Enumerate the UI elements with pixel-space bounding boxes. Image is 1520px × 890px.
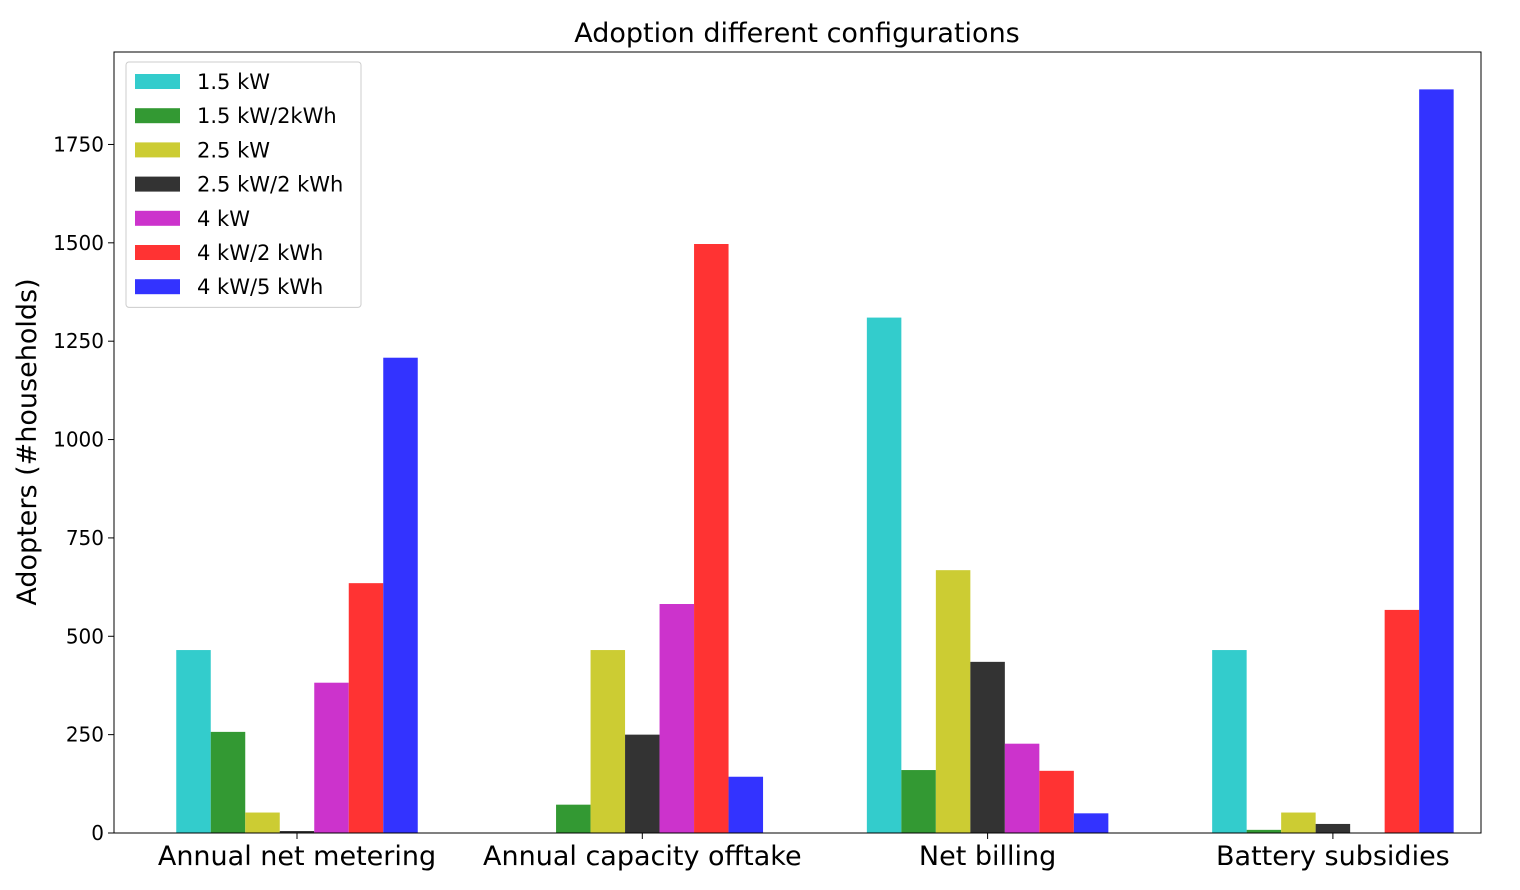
x-tick-label: Net billing bbox=[919, 841, 1056, 872]
bar bbox=[348, 583, 384, 833]
legend-label: 1.5 kW/2kWh bbox=[197, 104, 337, 128]
y-tick-label: 750 bbox=[66, 526, 104, 550]
bar bbox=[659, 604, 695, 833]
legend-swatch bbox=[135, 245, 180, 260]
bar bbox=[694, 244, 729, 833]
bar bbox=[556, 804, 591, 833]
bar bbox=[625, 734, 660, 833]
bar bbox=[279, 831, 315, 833]
legend-swatch bbox=[135, 279, 180, 295]
legend-label: 4 kW/5 kWh bbox=[197, 275, 323, 299]
bar bbox=[1246, 829, 1282, 833]
y-axis: 0 250 500 750 1000 1250 1500 1750 bbox=[53, 132, 114, 845]
legend-swatch bbox=[135, 210, 180, 226]
x-tick-label: Battery subsidies bbox=[1216, 841, 1450, 872]
legend-swatch bbox=[135, 176, 180, 192]
bar bbox=[935, 570, 971, 833]
bar bbox=[1039, 770, 1074, 833]
bar bbox=[866, 317, 902, 834]
x-axis: Annual net metering Annual capacity offta… bbox=[158, 833, 1450, 872]
legend-swatch bbox=[135, 142, 180, 158]
bar bbox=[1004, 743, 1040, 833]
x-tick-label: Annual net metering bbox=[158, 841, 436, 872]
legend-label: 4 kW/2 kWh bbox=[197, 241, 323, 265]
bar bbox=[901, 770, 936, 833]
bar bbox=[1419, 89, 1454, 833]
legend-swatch bbox=[135, 108, 180, 124]
bar bbox=[1281, 812, 1316, 833]
bar bbox=[176, 650, 211, 833]
legend: 1.5 kW 1.5 kW/2kWh 2.5 kW 2.5 kW/2 kWh 4 kW 4… bbox=[125, 61, 362, 308]
y-tick-label: 0 bbox=[91, 821, 104, 845]
legend-swatch bbox=[135, 74, 180, 89]
x-tick-label: Annual capacity offtake bbox=[483, 841, 802, 872]
bar bbox=[1315, 823, 1351, 833]
bar bbox=[590, 650, 626, 833]
legend-label: 2.5 kW/2 kWh bbox=[197, 173, 343, 197]
y-tick-label: 1250 bbox=[53, 329, 104, 353]
bars-layer bbox=[176, 89, 1454, 834]
legend-label: 2.5 kW bbox=[197, 138, 270, 162]
y-tick-label: 500 bbox=[66, 624, 104, 648]
bar bbox=[210, 731, 246, 833]
y-tick-label: 1500 bbox=[53, 231, 104, 255]
bar bbox=[1384, 609, 1420, 833]
bar bbox=[728, 776, 764, 833]
y-tick-label: 1000 bbox=[53, 428, 104, 452]
bar bbox=[1212, 650, 1247, 833]
bar bbox=[970, 661, 1005, 833]
y-tick-label: 1750 bbox=[53, 132, 104, 156]
chart-title: Adoption different configurations bbox=[574, 18, 1020, 49]
legend-label: 4 kW bbox=[197, 207, 250, 231]
bar bbox=[383, 357, 418, 833]
y-tick-label: 250 bbox=[66, 723, 104, 747]
bar bbox=[245, 812, 280, 833]
plot-frame bbox=[113, 51, 1482, 834]
legend-frame bbox=[125, 61, 362, 308]
bar bbox=[1073, 813, 1109, 833]
bar bbox=[314, 682, 349, 833]
legend-label: 1.5 kW bbox=[197, 70, 270, 94]
y-axis-label: Adopters (#households) bbox=[12, 278, 43, 605]
